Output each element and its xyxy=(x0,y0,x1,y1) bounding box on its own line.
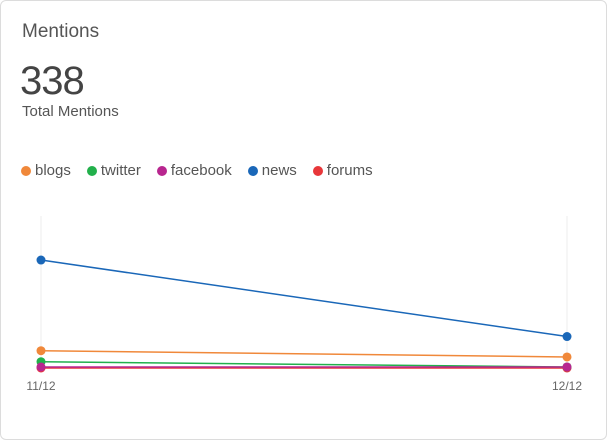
legend-item[interactable]: news xyxy=(247,162,297,179)
x-tick-label: 12/12 xyxy=(552,379,582,393)
legend-label: twitter xyxy=(100,162,141,179)
legend-label: news xyxy=(261,162,297,179)
legend-dot xyxy=(247,165,258,176)
legend-label: forums xyxy=(326,162,373,179)
data-point xyxy=(36,346,46,356)
series-line xyxy=(40,360,568,368)
data-point xyxy=(562,352,572,362)
legend-label: facebook xyxy=(170,162,232,179)
legend-item[interactable]: facebook xyxy=(156,162,232,179)
series-line xyxy=(40,259,568,338)
data-point xyxy=(562,332,572,342)
data-point xyxy=(36,362,46,372)
data-point xyxy=(36,255,46,265)
legend-item[interactable]: blogs xyxy=(21,162,71,179)
total-label: Total Mentions xyxy=(22,103,119,120)
legend-dot xyxy=(21,165,31,176)
x-tick-label: 11/12 xyxy=(26,379,55,393)
legend: blogs twitter facebook news forums xyxy=(21,162,373,179)
legend-item[interactable]: forums xyxy=(312,162,373,179)
legend-item[interactable]: twitter xyxy=(86,162,141,179)
legend-dot xyxy=(156,165,167,176)
series-line xyxy=(40,349,568,358)
data-point xyxy=(562,362,572,372)
total-value: 338 xyxy=(20,59,85,103)
card-title: Mentions xyxy=(22,21,100,42)
legend-dot xyxy=(86,165,97,176)
legend-dot xyxy=(312,165,323,176)
legend-label: blogs xyxy=(35,162,71,179)
